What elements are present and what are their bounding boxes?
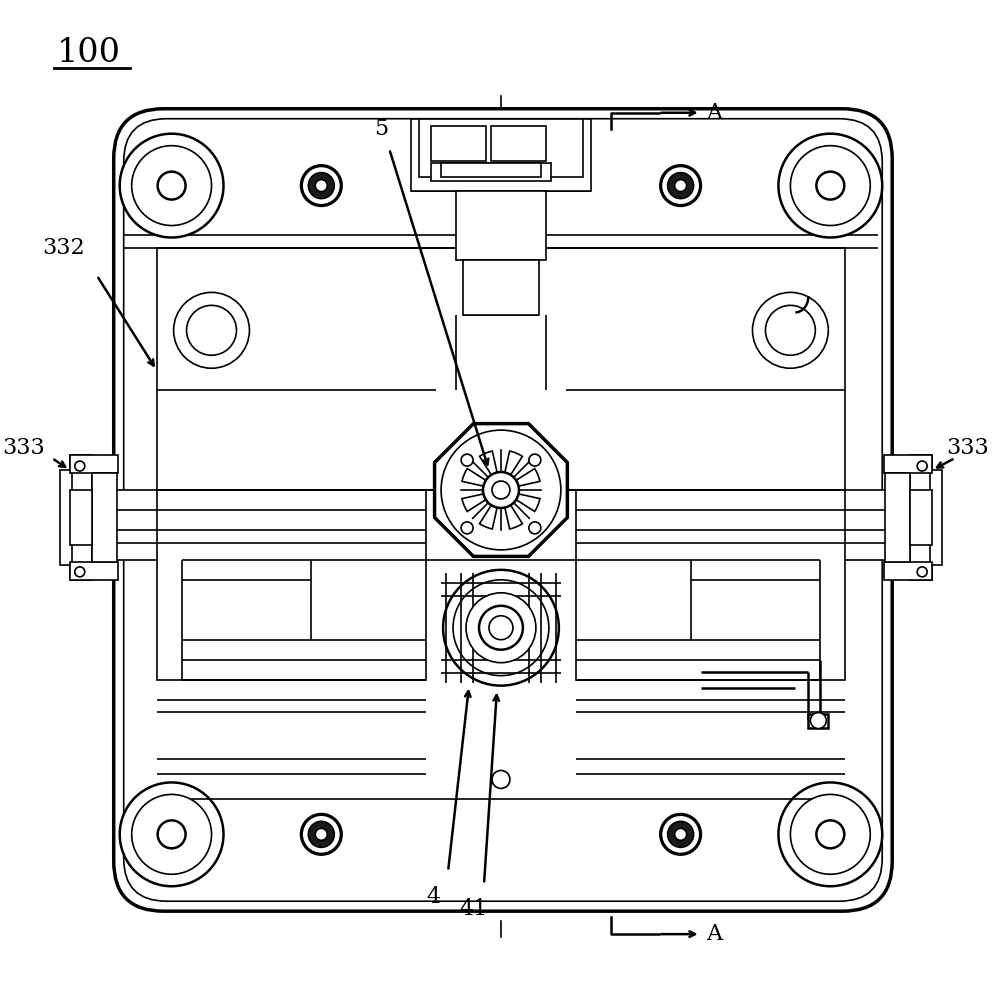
Bar: [456, 191, 546, 261]
Text: 5: 5: [374, 118, 388, 140]
Text: 333: 333: [947, 437, 989, 460]
Circle shape: [461, 455, 473, 466]
Bar: [491, 126, 546, 160]
Bar: [70, 562, 118, 580]
Circle shape: [443, 570, 559, 686]
Bar: [910, 490, 932, 545]
FancyBboxPatch shape: [114, 109, 892, 911]
Circle shape: [529, 522, 541, 534]
Circle shape: [75, 461, 85, 471]
Bar: [884, 455, 932, 473]
Bar: [114, 490, 892, 560]
Circle shape: [158, 821, 186, 848]
Circle shape: [461, 522, 473, 534]
Bar: [419, 119, 583, 176]
Circle shape: [466, 592, 536, 662]
Wedge shape: [501, 468, 540, 490]
Text: 333: 333: [3, 437, 45, 460]
Wedge shape: [480, 490, 501, 529]
Circle shape: [765, 305, 815, 355]
Circle shape: [668, 822, 694, 847]
Text: A: A: [707, 101, 723, 124]
Circle shape: [790, 146, 870, 225]
Circle shape: [661, 165, 701, 206]
Bar: [463, 261, 539, 315]
Circle shape: [752, 292, 828, 368]
Text: A: A: [707, 923, 723, 946]
Bar: [431, 126, 486, 160]
Circle shape: [308, 172, 334, 199]
Bar: [92, 473, 117, 562]
Bar: [411, 119, 591, 191]
Circle shape: [661, 815, 701, 854]
Circle shape: [778, 782, 882, 887]
Text: 100: 100: [57, 36, 121, 69]
Circle shape: [675, 829, 687, 840]
Bar: [157, 490, 426, 680]
Circle shape: [315, 180, 327, 192]
Bar: [431, 162, 551, 181]
Circle shape: [132, 794, 212, 874]
Circle shape: [483, 472, 519, 508]
Circle shape: [453, 580, 549, 676]
Circle shape: [917, 461, 927, 471]
Circle shape: [120, 134, 224, 237]
Circle shape: [816, 821, 844, 848]
Circle shape: [492, 770, 510, 788]
Circle shape: [120, 782, 224, 887]
Bar: [910, 455, 932, 580]
Circle shape: [187, 305, 236, 355]
Bar: [808, 713, 828, 727]
Wedge shape: [501, 490, 522, 529]
Wedge shape: [501, 451, 522, 490]
Wedge shape: [462, 490, 501, 512]
Wedge shape: [480, 451, 501, 490]
Bar: [885, 473, 910, 562]
Circle shape: [315, 829, 327, 840]
Circle shape: [301, 165, 341, 206]
Circle shape: [301, 815, 341, 854]
Circle shape: [529, 455, 541, 466]
Wedge shape: [462, 468, 501, 490]
Circle shape: [308, 822, 334, 847]
Circle shape: [675, 180, 687, 192]
Circle shape: [778, 134, 882, 237]
Circle shape: [489, 616, 513, 640]
Bar: [157, 249, 845, 490]
Text: 4: 4: [426, 887, 440, 908]
Circle shape: [668, 172, 694, 199]
Circle shape: [479, 606, 523, 649]
Circle shape: [132, 146, 212, 225]
Text: 332: 332: [43, 237, 85, 260]
Circle shape: [75, 567, 85, 577]
Circle shape: [816, 171, 844, 200]
Bar: [884, 562, 932, 580]
Bar: [930, 470, 942, 565]
Circle shape: [917, 567, 927, 577]
Circle shape: [492, 481, 510, 499]
Bar: [60, 470, 72, 565]
Polygon shape: [435, 424, 567, 556]
Bar: [441, 162, 541, 176]
Bar: [70, 490, 92, 545]
Circle shape: [158, 171, 186, 200]
Circle shape: [810, 712, 826, 728]
Circle shape: [790, 794, 870, 874]
Bar: [70, 455, 92, 580]
Text: 41: 41: [459, 898, 487, 920]
Bar: [576, 490, 845, 680]
Wedge shape: [501, 490, 540, 512]
Bar: [70, 455, 118, 473]
Circle shape: [441, 430, 561, 550]
Circle shape: [174, 292, 249, 368]
